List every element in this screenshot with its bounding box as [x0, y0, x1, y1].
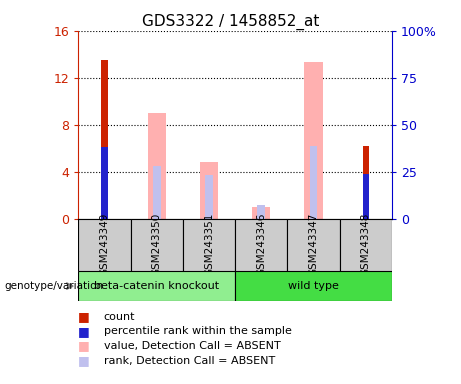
Text: count: count	[104, 312, 135, 322]
Text: GSM243350: GSM243350	[152, 213, 162, 276]
Text: GSM243348: GSM243348	[361, 213, 371, 276]
Text: wild type: wild type	[288, 281, 339, 291]
Text: rank, Detection Call = ABSENT: rank, Detection Call = ABSENT	[104, 356, 275, 366]
Bar	[363, 146, 369, 219]
Text: percentile rank within the sample: percentile rank within the sample	[104, 326, 292, 336]
Bar	[252, 207, 270, 219]
Bar	[101, 60, 107, 219]
Text: GSM243349: GSM243349	[100, 213, 110, 276]
Text: ■: ■	[78, 354, 90, 367]
Bar	[78, 219, 130, 271]
Bar	[101, 147, 107, 219]
Text: GDS3322 / 1458852_at: GDS3322 / 1458852_at	[142, 13, 319, 30]
Bar	[200, 162, 218, 219]
Bar	[205, 175, 213, 219]
Text: ■: ■	[78, 339, 90, 353]
Text: GSM243346: GSM243346	[256, 213, 266, 276]
Bar	[310, 146, 317, 219]
Bar	[363, 174, 369, 219]
Text: value, Detection Call = ABSENT: value, Detection Call = ABSENT	[104, 341, 280, 351]
Bar	[148, 113, 166, 219]
Text: GSM243351: GSM243351	[204, 213, 214, 276]
Bar	[235, 219, 287, 271]
Bar	[235, 271, 392, 301]
Bar	[183, 219, 235, 271]
Bar	[340, 219, 392, 271]
Text: GSM243347: GSM243347	[308, 213, 319, 276]
Bar	[257, 205, 265, 219]
Text: genotype/variation: genotype/variation	[5, 281, 104, 291]
Text: beta-catenin knockout: beta-catenin knockout	[94, 281, 219, 291]
Bar	[304, 63, 323, 219]
Bar	[78, 271, 235, 301]
Bar	[287, 219, 340, 271]
Text: ■: ■	[78, 310, 90, 323]
Text: ■: ■	[78, 325, 90, 338]
Bar	[130, 219, 183, 271]
Bar	[153, 166, 160, 219]
